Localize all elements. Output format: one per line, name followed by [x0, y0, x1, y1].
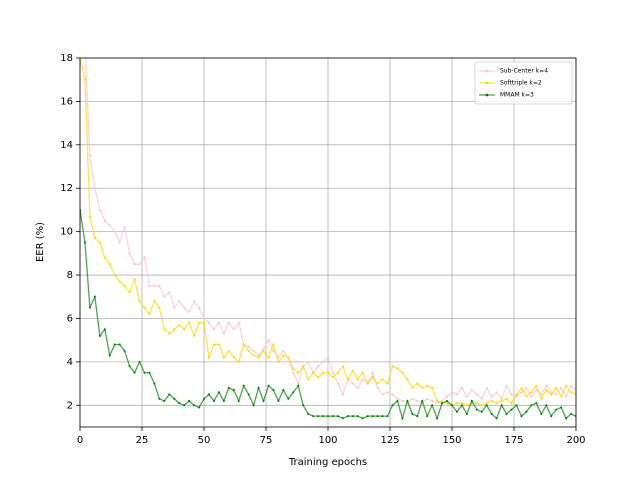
x-tick-label: 25 [136, 435, 149, 446]
y-tick-label: 14 [60, 140, 73, 151]
legend-label: Sub-Center k=4 [500, 68, 548, 75]
x-tick-label: 125 [380, 435, 399, 446]
legend-label: MMAM k=3 [500, 92, 534, 99]
y-tick-label: 8 [67, 270, 73, 281]
y-tick-label: 2 [67, 400, 73, 411]
x-tick-label: 150 [442, 435, 461, 446]
x-axis-label: Training epochs [288, 457, 367, 468]
y-tick-label: 16 [60, 96, 73, 107]
y-tick-label: 12 [60, 183, 73, 194]
y-axis-label: EER (%) [35, 222, 46, 262]
plot-frame [79, 57, 577, 428]
x-tick-label: 175 [504, 435, 523, 446]
x-tick-label: 200 [566, 435, 585, 446]
series-line [80, 208, 576, 421]
x-tick-label: 0 [77, 435, 83, 446]
legend-marker [485, 69, 489, 73]
plot-lines [80, 58, 576, 421]
legend-label: Softtriple k=2 [500, 80, 542, 87]
y-tick-label: 10 [60, 227, 73, 238]
y-tick-label: 4 [67, 357, 73, 368]
y-tick-label: 18 [60, 53, 73, 64]
x-tick-label: 50 [198, 435, 211, 446]
legend-marker [485, 93, 489, 97]
legend-marker [485, 81, 489, 85]
legend-box [474, 61, 573, 105]
x-tick-label: 75 [260, 435, 273, 446]
x-tick-label: 100 [318, 435, 337, 446]
y-tick-label: 6 [67, 313, 73, 324]
